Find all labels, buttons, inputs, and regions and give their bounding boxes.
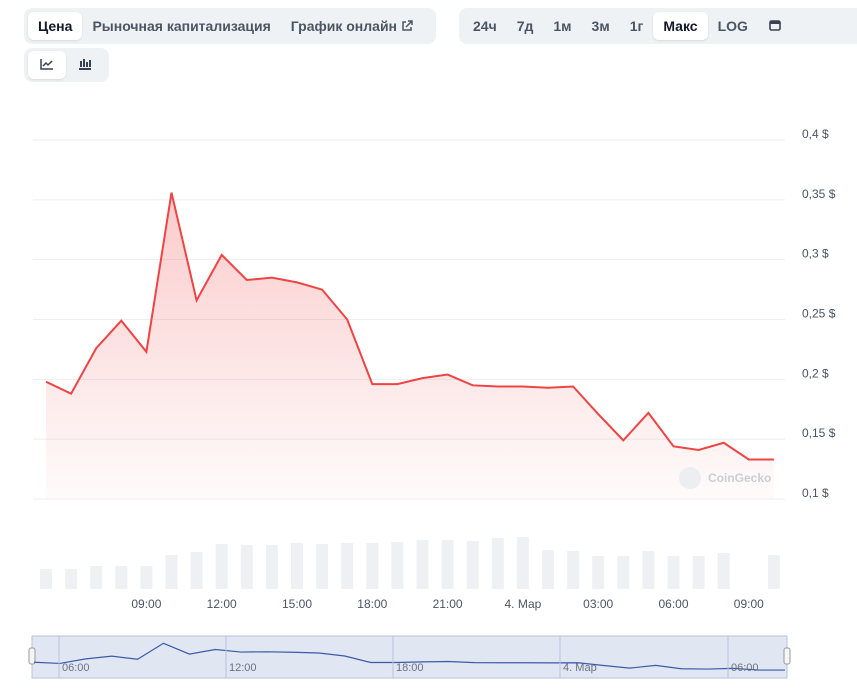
range-button[interactable]: 1м [553,18,572,34]
volume-bar [466,541,479,589]
range-button[interactable]: 24ч [473,18,497,34]
line-icon [40,59,53,70]
chart-type-group [24,48,109,82]
volume-bar [265,545,278,589]
volume-bar [215,544,228,589]
external-icon [402,20,413,31]
volume-bar [516,537,529,589]
price-line [45,192,774,461]
tab[interactable]: Цена [28,12,83,40]
x-tick-label: 06:00 [658,597,688,611]
volume-bar [341,543,354,589]
tab[interactable]: Рыночная капитализация [92,18,271,34]
navigator-handle[interactable] [783,647,791,665]
volume-bar [642,551,655,589]
volume-bar [240,545,253,589]
volume-bar [115,566,128,589]
calendar-icon [769,19,781,31]
x-tick-label: 03:00 [583,597,613,611]
volume-bar [767,555,780,589]
navigator-label: 4. Мар [563,662,597,674]
volume-bar [717,553,730,589]
tab[interactable]: График онлайн [281,12,423,40]
volume-bar [542,550,554,589]
range-button[interactable]: LOG [717,18,748,34]
candle-chart-button[interactable] [66,51,104,79]
line-chart-button[interactable] [28,51,66,79]
navigator [31,635,788,679]
y-tick-label: 0,25 $ [802,307,836,321]
candle-icon [79,59,91,70]
range-group: 24ч 7д 1м 3м 1г Макс LOG [459,8,857,44]
y-tick-label: 0,1 $ [802,486,829,500]
volume-bar [692,556,705,589]
range-button[interactable]: 1г [629,18,644,34]
volume-bar [291,543,303,589]
y-tick-label: 0,2 $ [802,366,829,380]
volume-bar [592,556,605,589]
x-tick-label: 15:00 [282,597,312,611]
volume-bar [65,569,78,589]
x-tick-label: 4. Мар [504,597,541,611]
tab-label: График онлайн [290,18,398,34]
range-button[interactable]: Макс [653,12,708,40]
volume-bar [667,556,680,589]
volume-bar [40,569,52,589]
x-tick-label: 21:00 [433,597,463,611]
calendar-button[interactable] [758,12,792,41]
navigator-label: 06:00 [62,662,90,674]
watermark-logo [679,467,701,489]
navigator-label: 12:00 [229,662,257,674]
x-tick-label: 09:00 [131,597,161,611]
watermark: CoinGecko [708,471,771,485]
volume-bar [140,566,153,589]
volume-bar [366,543,379,589]
area [46,192,774,500]
x-tick-label: 12:00 [207,597,237,611]
volume-bar [90,566,103,589]
y-tick-label: 0,3 $ [802,247,829,261]
volume-bar [190,552,203,589]
volume-bar [316,544,329,589]
y-tick-label: 0,15 $ [802,426,836,440]
volume-bar [416,540,429,589]
volume-bar [491,538,504,589]
navigator-line [33,642,785,671]
volume-bar [165,555,178,589]
navigator-label: 06:00 [731,662,759,674]
volume-bar [391,542,404,589]
volume-bar [567,551,580,589]
range-button[interactable]: 7д [516,18,534,34]
y-tick-label: 0,4 $ [802,127,829,141]
range-button[interactable]: 3м [591,18,610,34]
x-tick-label: 18:00 [357,597,387,611]
x-tick-label: 09:00 [734,597,764,611]
volume-bar [441,540,454,589]
navigator-label: 18:00 [396,662,424,674]
tab-group: Цена Рыночная капитализация График онлай… [24,8,436,44]
volume-bar [617,556,630,589]
y-tick-label: 0,35 $ [802,187,836,201]
navigator-handle[interactable] [28,647,36,665]
